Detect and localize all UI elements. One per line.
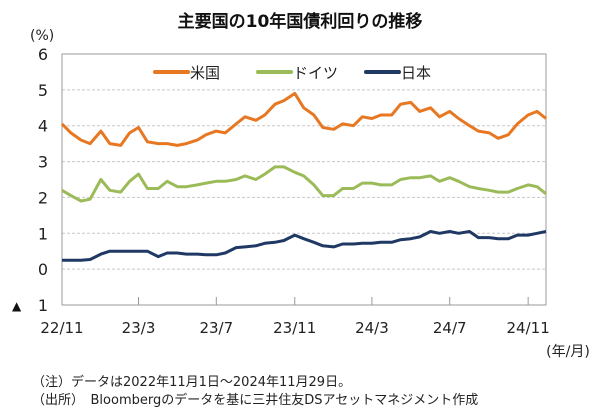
y-tick-label: 3 xyxy=(38,153,48,172)
series-line-3 xyxy=(62,230,547,262)
y-tick-label: 4 xyxy=(38,117,48,136)
x-tick-label: 23/3 xyxy=(122,319,156,337)
source-note: （出所） Bloombergのデータを基に三井住友DSアセットマネジメント作成 xyxy=(32,393,479,408)
chart-title: 主要国の10年国債利回りの推移 xyxy=(178,11,423,32)
series-line-1 xyxy=(60,91,547,147)
y-tick-label: 0 xyxy=(38,260,48,279)
y-tick-label: 1 xyxy=(38,224,48,243)
legend-label: 日本 xyxy=(401,64,431,82)
footnote: （注）データは2022年11月1日～2024年11月29日。 xyxy=(32,375,352,390)
legend-label: ドイツ xyxy=(293,64,338,82)
legend-label: 米国 xyxy=(190,64,220,82)
negative-marker: ▲ xyxy=(12,299,22,313)
series-line-2 xyxy=(61,165,547,203)
plot-frame xyxy=(61,53,547,306)
x-tick-label: 23/7 xyxy=(199,319,233,337)
x-axis-unit: (年/月) xyxy=(546,344,590,360)
y-tick-label: 5 xyxy=(38,81,48,100)
y-axis-unit: (%) xyxy=(30,28,54,44)
x-tick-label: 23/11 xyxy=(273,319,316,337)
x-tick-label: 24/3 xyxy=(355,319,389,337)
y-tick-label: 6 xyxy=(38,45,48,64)
y-tick-label: 2 xyxy=(38,188,48,207)
x-tick-label: 22/11 xyxy=(40,319,83,337)
x-tick-label: 24/7 xyxy=(433,319,467,337)
y-tick-label: 1 xyxy=(38,296,48,315)
x-tick-label: 24/11 xyxy=(507,319,550,337)
